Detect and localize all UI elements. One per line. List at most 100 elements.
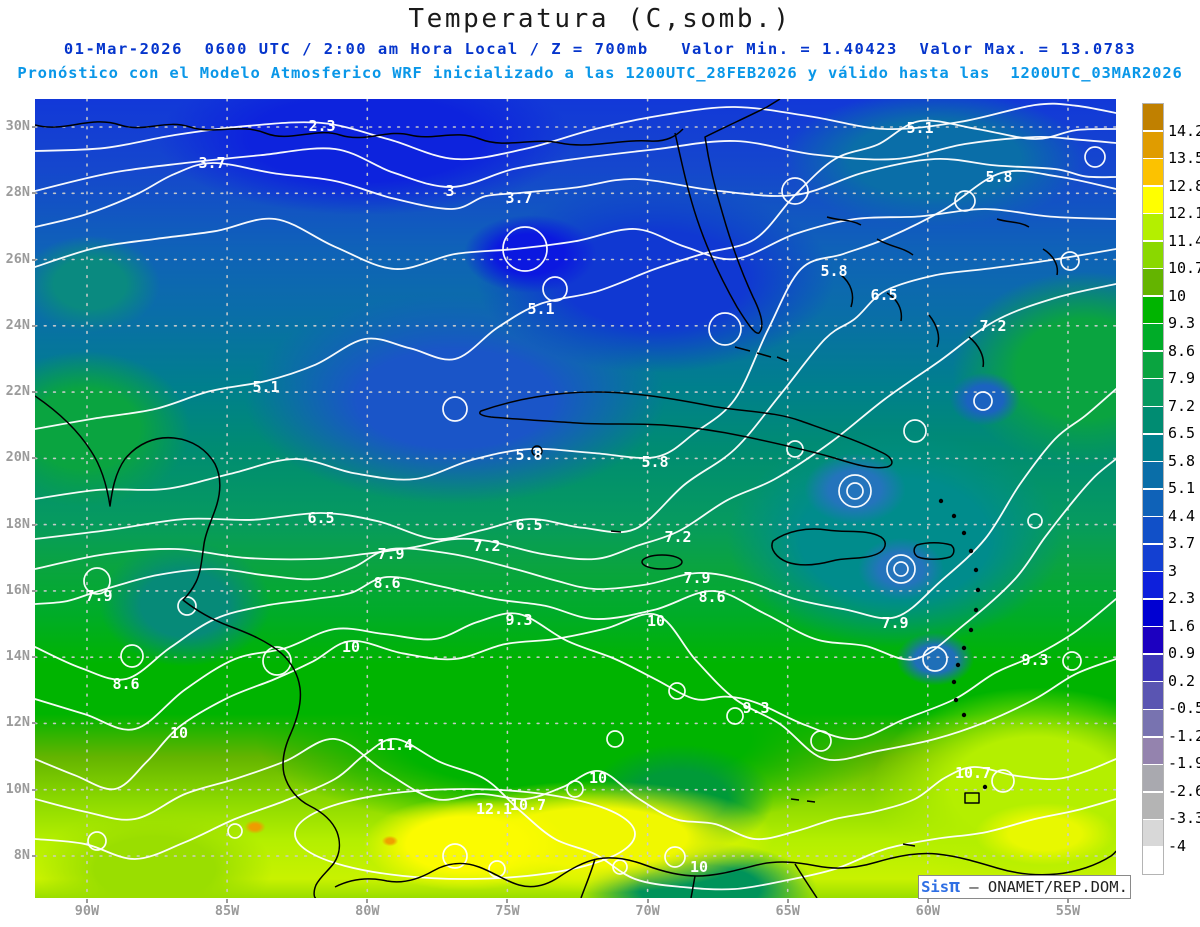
colorbar-segment xyxy=(1143,654,1163,681)
temperature-contour-cell xyxy=(120,644,144,668)
lat-tick-label: 16N xyxy=(5,581,30,598)
colorbar-tick-label: 6.5 xyxy=(1168,424,1196,442)
contour-label: 3 xyxy=(445,182,454,200)
coastline-island-dot xyxy=(955,662,961,668)
temperature-contour xyxy=(35,157,1116,228)
temperature-contour-cell xyxy=(810,730,832,752)
coastline-island-dot xyxy=(953,697,959,703)
contour-label: 10 xyxy=(690,858,708,876)
coastline-island-dot xyxy=(968,627,974,633)
colorbar-segment xyxy=(1143,682,1163,709)
temperature-contour xyxy=(35,208,1116,270)
lat-tick-mark xyxy=(32,324,36,327)
temperature-contour-cell xyxy=(781,177,809,205)
contour-label: 7.9 xyxy=(881,614,908,632)
contour-label: 10 xyxy=(170,724,188,742)
colorbar-segment xyxy=(1143,847,1163,874)
colorbar-segment xyxy=(1143,186,1163,213)
colorbar-tick-label: 7.2 xyxy=(1168,396,1196,415)
lat-tick-label: 28N xyxy=(5,184,30,201)
contour-label: 11.4 xyxy=(377,736,413,754)
lat-tick-mark xyxy=(32,854,36,857)
temperature-contour-cell xyxy=(886,554,916,584)
contour-label: 5.8 xyxy=(641,453,668,471)
lat-tick-mark xyxy=(32,126,36,128)
lat-tick-label: 18N xyxy=(5,515,30,532)
coastline-island-dot xyxy=(975,587,981,593)
colorbar-tick-label: 11.4 xyxy=(1168,231,1200,250)
lat-tick-mark xyxy=(32,192,36,195)
lon-tick-mark xyxy=(646,899,649,903)
temperature-contour xyxy=(35,598,1116,740)
subtitle-model-run: 01-Mar-2026 0600 UTC / 2:00 am Hora Loca… xyxy=(63,40,1137,58)
sispi-logo: Sisπ xyxy=(921,876,960,897)
temperature-contour-cell xyxy=(726,707,744,725)
coastline xyxy=(964,792,980,804)
colorbar-segment xyxy=(1143,544,1163,571)
contour-label: 3.7 xyxy=(198,154,225,172)
contour-label: 7.2 xyxy=(979,317,1006,335)
coastline-island-dot xyxy=(951,513,957,519)
contour-label: 5.8 xyxy=(985,168,1012,186)
coastline-island-dot xyxy=(961,645,967,651)
lon-tick-mark xyxy=(786,899,789,903)
contour-label: 7.9 xyxy=(683,569,710,587)
colorbar-segment xyxy=(1143,241,1163,268)
coastline xyxy=(734,346,788,362)
lat-tick-label: 26N xyxy=(5,250,30,267)
temperature-contour-cell xyxy=(708,312,742,346)
colorbar-segment xyxy=(1143,104,1163,131)
contour-label: 8.6 xyxy=(698,588,725,606)
subtitle-forecast-validity: Pronóstico con el Modelo Atmosferico WRF… xyxy=(17,64,1183,82)
coastline xyxy=(479,391,893,469)
coastline-island-dot xyxy=(973,607,979,613)
contour-label: 5.8 xyxy=(820,262,847,280)
map-overlay-svg: 2.3 3.7 3 3.7 5.1 5.8 5.8 6.5 7.2 5.1 5.1 5.8 5.8 6.5… xyxy=(35,99,1116,898)
lat-tick-label: 20N xyxy=(5,449,30,466)
colorbar-segment xyxy=(1143,737,1163,764)
temperature-contour-cell xyxy=(1027,513,1043,529)
watermark: Sisπ – ONAMET/REP.DOM. xyxy=(918,875,1131,899)
coastline xyxy=(826,216,1059,368)
colorbar-tick-label: 9.3 xyxy=(1168,314,1196,332)
temperature-contour-cell xyxy=(893,561,909,577)
temperature-shaded-field xyxy=(35,99,1116,898)
coastline xyxy=(35,395,341,898)
temperature-contour-cell xyxy=(1084,146,1106,168)
colorbar-segment xyxy=(1143,324,1163,351)
contour-label: 5.1 xyxy=(906,119,933,137)
contour-label: 8.6 xyxy=(373,574,400,592)
coastline-island-dot xyxy=(951,679,957,685)
colorbar-tick-label: 12.8 xyxy=(1168,176,1200,195)
watermark-org: ONAMET/REP.DOM. xyxy=(987,878,1128,896)
temperature-contour-cell xyxy=(442,396,468,422)
colorbar-segment xyxy=(1143,572,1163,599)
contour-label: 9.3 xyxy=(1021,651,1048,669)
colorbar-segment xyxy=(1143,792,1163,819)
lat-tick-mark xyxy=(32,722,36,725)
lon-tick-mark xyxy=(86,899,88,903)
watermark-separator: – xyxy=(959,878,988,896)
lon-tick-label: 85W xyxy=(214,903,240,919)
temperature-contour xyxy=(35,458,1116,681)
temperature-contour xyxy=(35,388,1116,620)
temperature-contour xyxy=(35,248,1116,541)
lat-tick-mark xyxy=(32,788,36,791)
lon-tick-label: 70W xyxy=(635,903,660,919)
colorbar-tick-label: 8.6 xyxy=(1168,341,1196,360)
colorbar-tick-label: 7.9 xyxy=(1168,369,1196,387)
lat-tick-label: 8N xyxy=(13,846,30,863)
contour-label: 9.3 xyxy=(505,611,532,629)
temperature-contour xyxy=(35,738,1116,841)
contour-label: 3.7 xyxy=(505,189,532,207)
colorbar-tick-label: 10.7 xyxy=(1168,259,1200,277)
colorbar-tick-label: 2.3 xyxy=(1168,589,1196,607)
lat-tick-mark xyxy=(32,258,36,261)
colorbar-tick-label: 3.7 xyxy=(1168,534,1196,552)
temperature-contour-cell xyxy=(262,646,292,676)
coastline xyxy=(580,858,818,898)
temperature-contour xyxy=(35,169,1116,500)
lat-tick-label: 30N xyxy=(5,118,30,134)
colorbar-segment xyxy=(1143,269,1163,296)
colorbar-segment xyxy=(1143,710,1163,737)
